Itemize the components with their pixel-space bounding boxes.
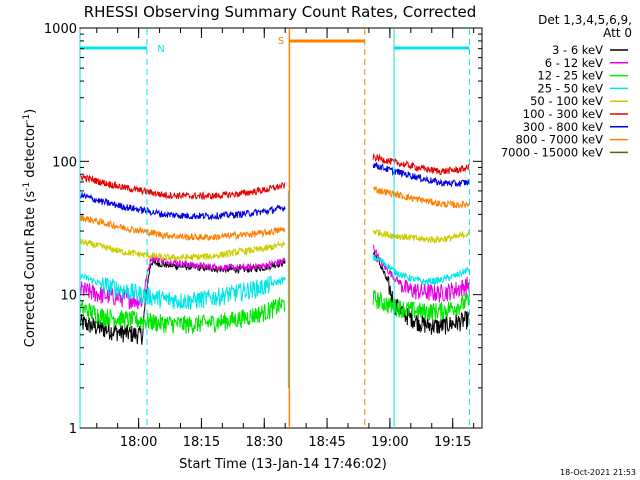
series-50-100-kev-line-2 [372,229,470,245]
series-100-300-kev-line-2 [372,153,470,176]
x-tick-label: 19:15 [434,435,471,450]
series-6-12-kev-line-2 [372,244,470,303]
y-tick-label: 1000 [44,22,77,37]
y-axis-label-main: Corrected Count Rate (s [23,191,38,348]
series-12-25-kev-line-1 [79,297,286,334]
y-axis: 1 10 100 1000 [44,22,482,437]
y-axis-label-mid: detector [23,122,38,182]
legend-label: 50 - 100 keV [530,94,603,108]
legend-label: 7000 - 15000 keV [501,145,603,159]
legend-label: 3 - 6 keV [552,43,603,57]
y-axis-label-sup2: -1 [22,114,32,123]
x-tick-label: 18:30 [246,435,283,450]
x-tick-label: 18:15 [183,435,220,450]
y-tick-label: 1 [69,422,77,437]
legend-header-attenuator: Att 0 [603,26,632,40]
series-25-50-kev-line-2 [372,254,470,285]
y-axis-label-sup1: -1 [22,182,32,191]
series-6-12-kev-line-1 [79,254,286,310]
series-300-800-kev-line-2 [372,162,470,188]
x-axis-label: Start Time (13-Jan-14 17:46:02) [179,457,387,472]
y-tick-label: 10 [60,289,77,304]
legend-label: 800 - 7000 keV [515,133,603,147]
y-axis-label-end: ) [23,109,38,114]
series-800-7000-kev-line-1 [79,214,286,241]
series-3-6-kev-line-2 [372,250,470,335]
legend-label: 6 - 12 keV [545,56,603,70]
series-3-6-kev-line-1 [79,258,286,345]
series-25-50-kev-line-1 [79,272,286,310]
x-tick-label: 18:00 [120,435,157,450]
y-tick-label: 100 [52,155,77,170]
x-axis: 18:00 18:15 18:30 18:45 19:00 19:15 [96,28,475,450]
chart-title: RHESSI Observing Summary Count Rates, Co… [84,3,477,21]
series-300-800-kev-line-1 [79,192,286,221]
y-axis-label: Corrected Count Rate (s-1 detector-1) [22,109,38,347]
saa-annotation-label: S [278,36,284,47]
series-800-7000-kev-line-2 [373,185,470,210]
series-50-100-kev-line-1 [79,238,286,262]
night-annotation-label: N [157,44,164,55]
x-tick-label: 19:00 [371,435,408,450]
legend-label: 25 - 50 keV [537,81,603,95]
plot-marks: NS [79,29,470,428]
x-tick-label: 18:45 [308,435,345,450]
legend-label: 12 - 25 keV [537,69,603,83]
series-12-25-kev-line-2 [372,289,470,321]
series-100-300-kev-line-1 [79,173,286,201]
legend-label: 300 - 800 keV [523,120,603,134]
legend-label: 100 - 300 keV [523,107,603,121]
legend-header-detectors: Det 1,3,4,5,6,9, [538,13,632,27]
footer-timestamp: 18-Oct-2021 21:53 [560,468,636,477]
